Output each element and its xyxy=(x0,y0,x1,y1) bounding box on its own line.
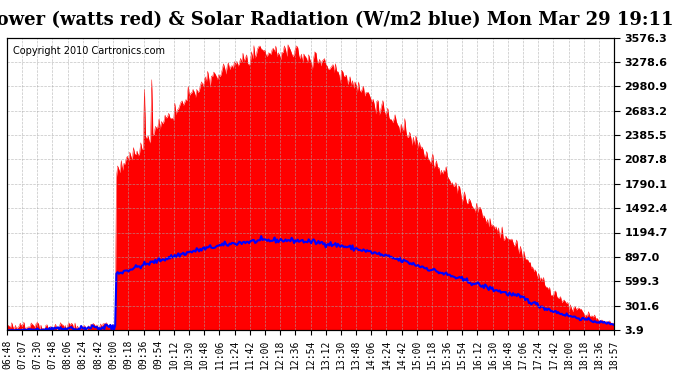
Text: Grid Power (watts red) & Solar Radiation (W/m2 blue) Mon Mar 29 19:11: Grid Power (watts red) & Solar Radiation… xyxy=(0,11,674,29)
Text: Copyright 2010 Cartronics.com: Copyright 2010 Cartronics.com xyxy=(13,46,165,56)
